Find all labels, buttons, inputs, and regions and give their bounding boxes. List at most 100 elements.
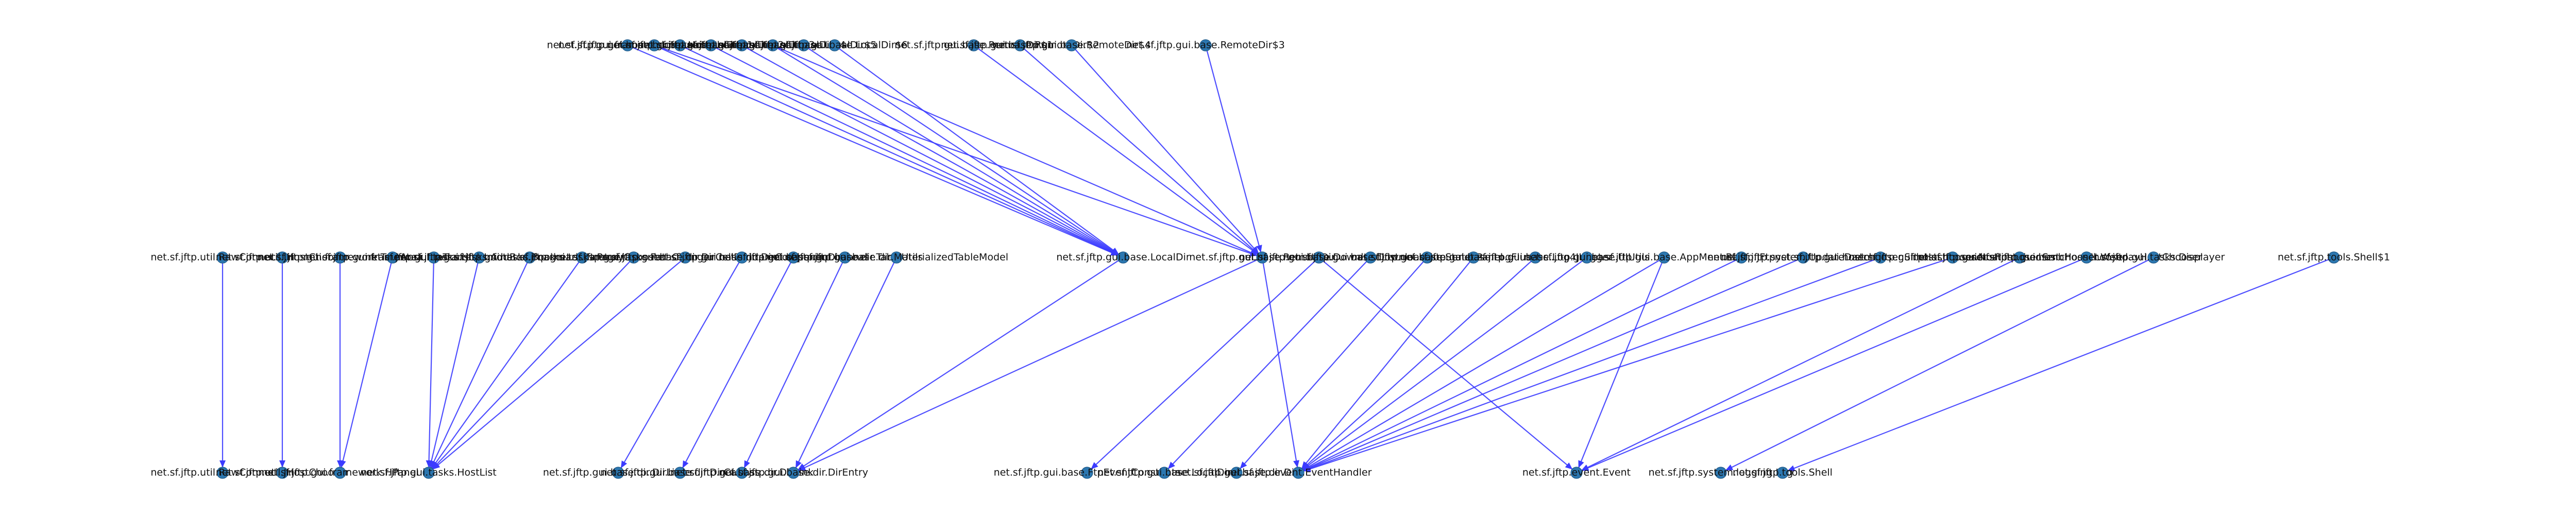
node-marker[interactable]	[839, 251, 851, 264]
graph-node[interactable]: net.sf.jftp.JFtp	[1707, 251, 1775, 264]
graph-node[interactable]: net.sf.jftp.gui.hostchooser.SftpHostChoo…	[1775, 251, 1987, 264]
graph-node[interactable]: net.sf.jftp.gui.base.RemoteDir$3	[1126, 39, 1285, 52]
node-marker[interactable]	[767, 39, 779, 52]
graph-node[interactable]: net.sf.jftp.gui.base.LocalDir$3	[669, 39, 815, 52]
graph-node[interactable]: net.sf.jftp.gui.tasks.Displayer	[2082, 251, 2225, 264]
graph-node[interactable]: net.sf.jftp.gui.base.LocalDir$6	[761, 39, 908, 52]
node-marker[interactable]	[1658, 251, 1670, 264]
node-marker[interactable]	[890, 251, 903, 264]
node-marker[interactable]	[798, 39, 810, 52]
node-marker[interactable]	[1230, 467, 1243, 479]
graph-node[interactable]: net.sf.jftp.gui.tasks.HostInfo	[365, 251, 502, 264]
graph-node[interactable]: net.sf.jftp.gui.base.LocalDir$1	[607, 39, 753, 52]
node-marker[interactable]	[1158, 467, 1171, 479]
node-marker[interactable]	[1081, 467, 1093, 479]
node-marker[interactable]	[674, 39, 686, 52]
graph-node[interactable]: net.sf.jftp.gui.base.RemoteDir	[1189, 251, 1335, 264]
node-marker[interactable]	[705, 39, 717, 52]
graph-node[interactable]: net.sf.jftp.gui.base.FtpEventConstants	[994, 467, 1181, 479]
node-marker[interactable]	[674, 467, 686, 479]
node-marker[interactable]	[736, 251, 748, 264]
graph-node[interactable]: net.sf.jftp.gui.base.dir.DirPanel	[719, 251, 869, 264]
graph-node[interactable]: net.sf.jftp.gui.framework.HPanel	[262, 467, 419, 479]
node-marker[interactable]	[2080, 251, 2093, 264]
graph-node[interactable]: net.sf.jftp.event.EventHandler	[1225, 467, 1372, 479]
node-marker[interactable]	[787, 251, 800, 264]
node-marker[interactable]	[787, 467, 800, 479]
node-marker[interactable]	[736, 39, 748, 52]
node-marker[interactable]	[334, 467, 346, 479]
graph-node[interactable]: net.sf.jftp.gui.framework.TextArea	[257, 251, 423, 264]
graph-node[interactable]: net.sf.jftp.gui.base.UIUtils	[1524, 251, 1650, 264]
graph-node[interactable]: net.sf.jftp.gui.tasks.ProxyChooser	[500, 251, 664, 264]
graph-node[interactable]: net.sf.jftp.gui.base.RemoteDir$4	[992, 39, 1151, 52]
graph-node[interactable]: net.sf.jftp.util.RawConnection	[150, 467, 295, 479]
graph-node[interactable]: net.sf.jftp.tools.Shell$1	[2278, 251, 2390, 264]
graph-node[interactable]: net.sf.jftp.util.JHostChooser	[216, 251, 349, 264]
node-marker[interactable]	[621, 39, 634, 52]
graph-node[interactable]: net.sf.jftp.gui.base.dir.DirCellRenderer	[592, 251, 778, 264]
node-marker[interactable]	[1797, 251, 1809, 264]
node-marker[interactable]	[1946, 251, 1959, 264]
node-marker[interactable]	[1014, 39, 1026, 52]
graph-node[interactable]: net.sf.jftp.gui.base.dir.DirEntry	[719, 467, 868, 479]
graph-node[interactable]: net.sf.jftp.gui.base.LocalDir$2	[638, 39, 784, 52]
graph-node[interactable]: net.sf.jftp.gui.base.dir.DirCanvas	[600, 467, 760, 479]
node-marker[interactable]	[828, 39, 841, 52]
graph-node[interactable]: net.sf.jftp.gui.base.dir.DirLister	[543, 467, 693, 479]
node-marker[interactable]	[1581, 251, 1593, 264]
node-marker[interactable]	[2013, 251, 2026, 264]
graph-node[interactable]: net.sf.jftp.gui.base.DownloadList	[1239, 251, 1399, 264]
graph-node[interactable]: net.sf.jftp.gui.hostchooser.NfsHostChoos…	[1849, 251, 2057, 264]
node-marker[interactable]	[428, 251, 440, 264]
node-marker[interactable]	[1065, 39, 1078, 52]
node-marker[interactable]	[2328, 251, 2340, 264]
graph-node[interactable]: net.sf.jftp.gui.base.dir.DirLink	[670, 467, 814, 479]
node-marker[interactable]	[1421, 251, 1433, 264]
graph-node[interactable]: net.sf.jftp.gui.base.dir.Dir	[1175, 467, 1298, 479]
node-marker[interactable]	[628, 251, 640, 264]
graph-node[interactable]: net.sf.jftp.gui.base.LocalDir$5	[731, 39, 877, 52]
graph-node[interactable]: net.sf.jftp.util.JHostChooser	[216, 467, 349, 479]
graph-node[interactable]: net.sf.jftp.gui.tasks.PathChanger	[554, 251, 714, 264]
node-marker[interactable]	[612, 467, 624, 479]
node-marker[interactable]	[276, 251, 289, 264]
graph-node[interactable]: net.sf.jftp.gui.tasks.AddBookmarks	[394, 251, 564, 264]
node-marker[interactable]	[1199, 39, 1212, 52]
graph-node[interactable]: net.sf.jftp.gui.hostchooser.HostChooser	[558, 39, 751, 52]
graph-node[interactable]: net.sf.jftp.gui.base.LocalDir	[1056, 251, 1190, 264]
node-marker[interactable]	[1117, 251, 1129, 264]
graph-node[interactable]: net.sf.jftp.gui.hostchooser.WebdavHostCh…	[1971, 251, 2202, 264]
node-marker[interactable]	[1467, 251, 1480, 264]
node-marker[interactable]	[1735, 251, 1748, 264]
graph-node[interactable]: net.sf.jftp.gui.base.RemoteDir$1	[894, 39, 1053, 52]
graph-node[interactable]: net.sf.jftp.gui.base.LocalDir	[1097, 467, 1231, 479]
graph-node[interactable]: net.sf.jftp.gui.hostchooser.SmbHostChoos…	[1912, 251, 2127, 264]
node-marker[interactable]	[1874, 251, 1887, 264]
graph-node[interactable]: net.sf.jftp.gui.base.LocalDir$4	[700, 39, 846, 52]
node-marker[interactable]	[2147, 251, 2160, 264]
node-marker[interactable]	[523, 251, 536, 264]
node-marker[interactable]	[1256, 251, 1268, 264]
graph-node[interactable]: net.sf.jftp.gui.base.DownloadQueue	[1283, 251, 1458, 264]
node-marker[interactable]	[1570, 467, 1583, 479]
node-marker[interactable]	[334, 251, 346, 264]
node-marker[interactable]	[1292, 467, 1304, 479]
node-marker[interactable]	[679, 251, 691, 264]
node-marker[interactable]	[216, 251, 229, 264]
node-marker[interactable]	[1776, 467, 1789, 479]
graph-node[interactable]: net.sf.jftp.util.RawConnection	[150, 251, 295, 264]
node-marker[interactable]	[1364, 251, 1377, 264]
graph-node[interactable]: net.sf.jftp.gui.tasks.HostList	[361, 467, 497, 479]
graph-node[interactable]: net.sf.jftp.gui.base.dir.DirComponent	[652, 251, 832, 264]
node-marker[interactable]	[386, 251, 399, 264]
node-marker[interactable]	[576, 251, 588, 264]
node-marker[interactable]	[736, 467, 748, 479]
node-marker[interactable]	[473, 251, 485, 264]
graph-node[interactable]: net.sf.jftp.gui.base.dir.MaterializedTab…	[785, 251, 1008, 264]
graph-node[interactable]: net.sf.jftp.gui.base.AppMenuBar	[1586, 251, 1742, 264]
graph-node[interactable]: net.sf.jftp.tools.Shell	[1733, 467, 1833, 479]
graph-node[interactable]: net.sf.jftp.system.UpdateDaemon	[1721, 251, 1886, 264]
graph-node[interactable]: net.sf.jftp.event.Event	[1522, 467, 1631, 479]
node-marker[interactable]	[968, 39, 980, 52]
